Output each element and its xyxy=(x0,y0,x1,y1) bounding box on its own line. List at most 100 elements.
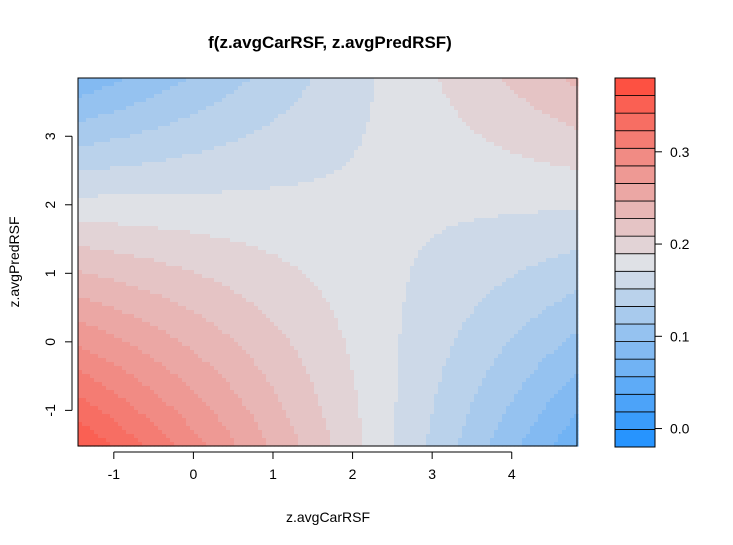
contour-cell xyxy=(446,234,451,239)
contour-cell xyxy=(202,154,207,159)
contour-cell xyxy=(214,182,219,187)
contour-cell xyxy=(490,198,495,203)
contour-cell xyxy=(338,186,343,191)
contour-cell xyxy=(266,106,271,111)
contour-cell xyxy=(350,90,355,95)
contour-cell xyxy=(562,158,567,163)
contour-cell xyxy=(466,122,471,127)
contour-cell xyxy=(194,90,199,95)
contour-cell xyxy=(126,158,131,163)
contour-cell xyxy=(350,130,355,135)
contour-cell xyxy=(510,214,515,219)
contour-cell xyxy=(494,210,499,215)
contour-cell xyxy=(554,122,559,127)
contour-cell xyxy=(402,226,407,231)
contour-cell xyxy=(566,90,571,95)
contour-cell xyxy=(202,150,207,155)
contour-cell xyxy=(542,190,547,195)
contour-cell xyxy=(530,186,535,191)
contour-cell xyxy=(382,174,387,179)
contour-cell xyxy=(518,222,523,227)
contour-cell xyxy=(286,166,291,171)
contour-cell xyxy=(430,114,435,119)
contour-cell xyxy=(82,142,87,147)
contour-cell xyxy=(222,182,227,187)
contour-cell xyxy=(278,234,283,239)
contour-cell xyxy=(422,166,427,171)
contour-cell xyxy=(518,230,523,235)
contour-cell xyxy=(550,106,555,111)
contour-cell xyxy=(534,114,539,119)
contour-cell xyxy=(246,110,251,115)
contour-cell xyxy=(166,98,171,103)
contour-cell xyxy=(306,114,311,119)
contour-cell xyxy=(382,178,387,183)
contour-cell xyxy=(262,122,267,127)
contour-cell xyxy=(238,110,243,115)
contour-cell xyxy=(130,90,135,95)
contour-cell xyxy=(438,174,443,179)
contour-cell xyxy=(238,122,243,127)
contour-cell xyxy=(218,186,223,191)
contour-cell xyxy=(426,234,431,239)
contour-cell xyxy=(434,90,439,95)
contour-cell xyxy=(290,98,295,103)
contour-cell xyxy=(234,86,239,91)
contour-cell xyxy=(146,166,151,171)
contour-cell xyxy=(454,182,459,187)
contour-cell xyxy=(90,190,95,195)
contour-cell xyxy=(258,234,263,239)
contour-cell xyxy=(474,234,479,239)
contour-cell xyxy=(254,174,259,179)
contour-cell xyxy=(554,230,559,235)
contour-cell xyxy=(94,234,99,239)
contour-cell xyxy=(510,198,515,203)
contour-cell xyxy=(174,106,179,111)
contour-cell xyxy=(362,138,367,143)
contour-cell xyxy=(170,178,175,183)
contour-cell xyxy=(226,126,231,131)
contour-cell xyxy=(466,142,471,147)
contour-cell xyxy=(322,122,327,127)
contour-cell xyxy=(430,142,435,147)
contour-cell xyxy=(526,178,531,183)
contour-cell xyxy=(262,182,267,187)
contour-cell xyxy=(138,134,143,139)
contour-cell xyxy=(206,202,211,207)
contour-cell xyxy=(118,230,123,235)
contour-cell xyxy=(394,206,399,211)
contour-cell xyxy=(282,130,287,135)
contour-cell xyxy=(506,202,511,207)
contour-cell xyxy=(126,178,131,183)
contour-cell xyxy=(142,230,147,235)
contour-cell xyxy=(318,130,323,135)
contour-cell xyxy=(414,234,419,239)
contour-cell xyxy=(570,102,575,107)
contour-cell xyxy=(530,206,535,211)
contour-cell xyxy=(214,98,219,103)
contour-cell xyxy=(522,90,527,95)
contour-cell xyxy=(378,150,383,155)
contour-cell xyxy=(238,206,243,211)
contour-cell xyxy=(190,102,195,107)
contour-cell xyxy=(546,210,551,215)
contour-cell xyxy=(226,162,231,167)
contour-cell xyxy=(302,186,307,191)
contour-cell xyxy=(282,226,287,231)
contour-cell xyxy=(354,90,359,95)
contour-cell xyxy=(398,118,403,123)
contour-cell xyxy=(286,202,291,207)
contour-cell xyxy=(458,222,463,227)
contour-cell xyxy=(422,90,427,95)
contour-cell xyxy=(194,158,199,163)
contour-cell xyxy=(442,158,447,163)
contour-cell xyxy=(414,218,419,223)
contour-cell xyxy=(202,118,207,123)
contour-cell xyxy=(182,206,187,211)
contour-cell xyxy=(534,190,539,195)
contour-cell xyxy=(346,114,351,119)
contour-cell xyxy=(478,102,483,107)
contour-cell xyxy=(338,162,343,167)
contour-cell xyxy=(542,186,547,191)
contour-cell xyxy=(386,154,391,159)
